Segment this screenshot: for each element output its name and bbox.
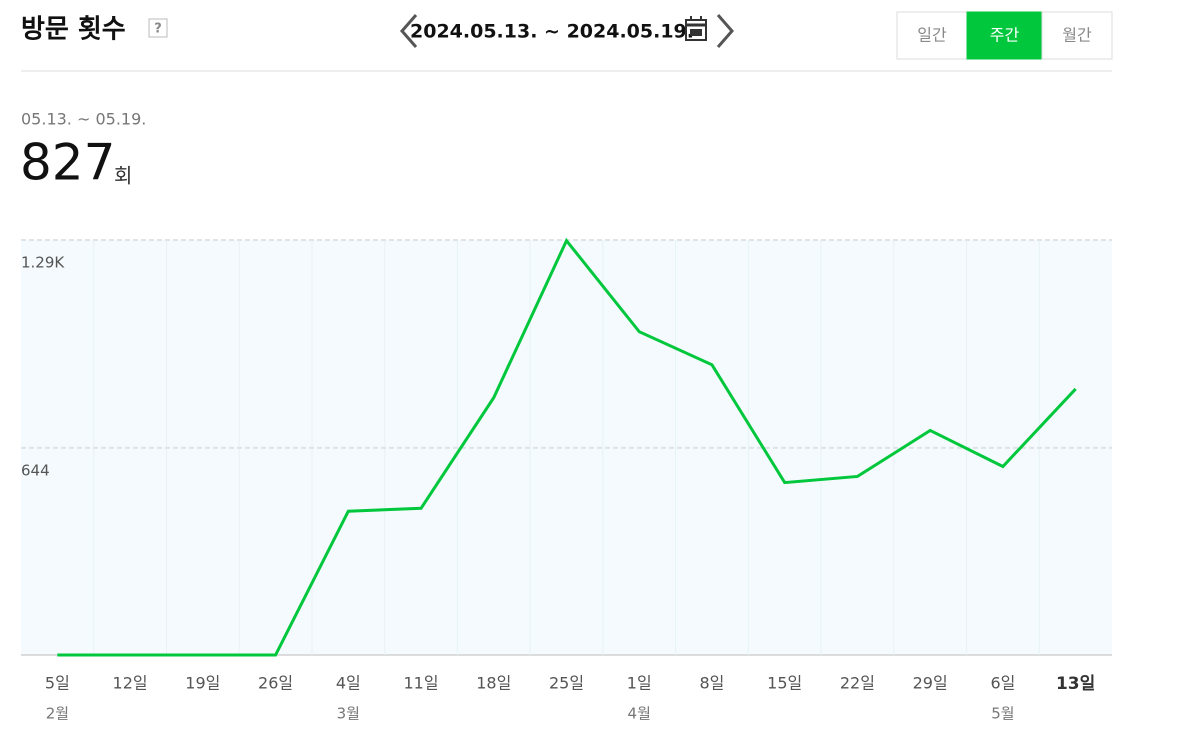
date-range: 2024.05.13. ~ 2024.05.19.	[410, 21, 694, 43]
page-title: 방문 횟수	[21, 15, 126, 45]
x-tick-label: 25일	[549, 674, 584, 693]
x-tick-label: 13일	[1056, 674, 1095, 694]
x-tick-label: 29일	[913, 674, 948, 693]
help-icon[interactable]	[148, 18, 168, 38]
x-tick-label: 15일	[767, 674, 802, 693]
next-arrow[interactable]	[716, 14, 734, 48]
tab-label[interactable]: 주간	[990, 26, 1020, 45]
x-tick-label: 1일	[627, 674, 652, 693]
x-tick-label: 22일	[840, 674, 875, 693]
tab[interactable]	[896, 11, 968, 60]
x-tick-label: 6일	[990, 674, 1015, 693]
x-tick-label: 11일	[403, 674, 438, 693]
month-label: 5월	[991, 705, 1014, 723]
x-tick-label: 26일	[258, 674, 293, 693]
month-label: 2월	[46, 705, 69, 723]
x-tick-label: 8일	[700, 674, 725, 693]
total-value: 827	[20, 134, 115, 192]
y-tick-label: 1.29K	[21, 254, 65, 272]
x-tick-label: 4일	[336, 674, 361, 693]
tab-label[interactable]: 월간	[1062, 26, 1092, 45]
line	[57, 237, 1077, 657]
month-label: 3월	[337, 705, 360, 723]
tab-label[interactable]: 일간	[917, 26, 947, 45]
y-tick-label: 644	[21, 461, 50, 479]
prev-arrow[interactable]	[400, 14, 418, 48]
x-tick-label: 12일	[113, 674, 148, 693]
month-label: 4월	[628, 705, 651, 723]
tab[interactable]	[1041, 11, 1113, 60]
total-unit: 회	[114, 164, 132, 188]
x-tick-label: 5일	[45, 674, 70, 693]
help-label[interactable]: ?	[154, 22, 162, 37]
calendar-icon[interactable]	[685, 16, 707, 41]
period: 05.13. ~ 05.19.	[21, 110, 146, 129]
x-tick-label: 18일	[476, 674, 511, 693]
x-tick-label: 19일	[185, 674, 220, 693]
